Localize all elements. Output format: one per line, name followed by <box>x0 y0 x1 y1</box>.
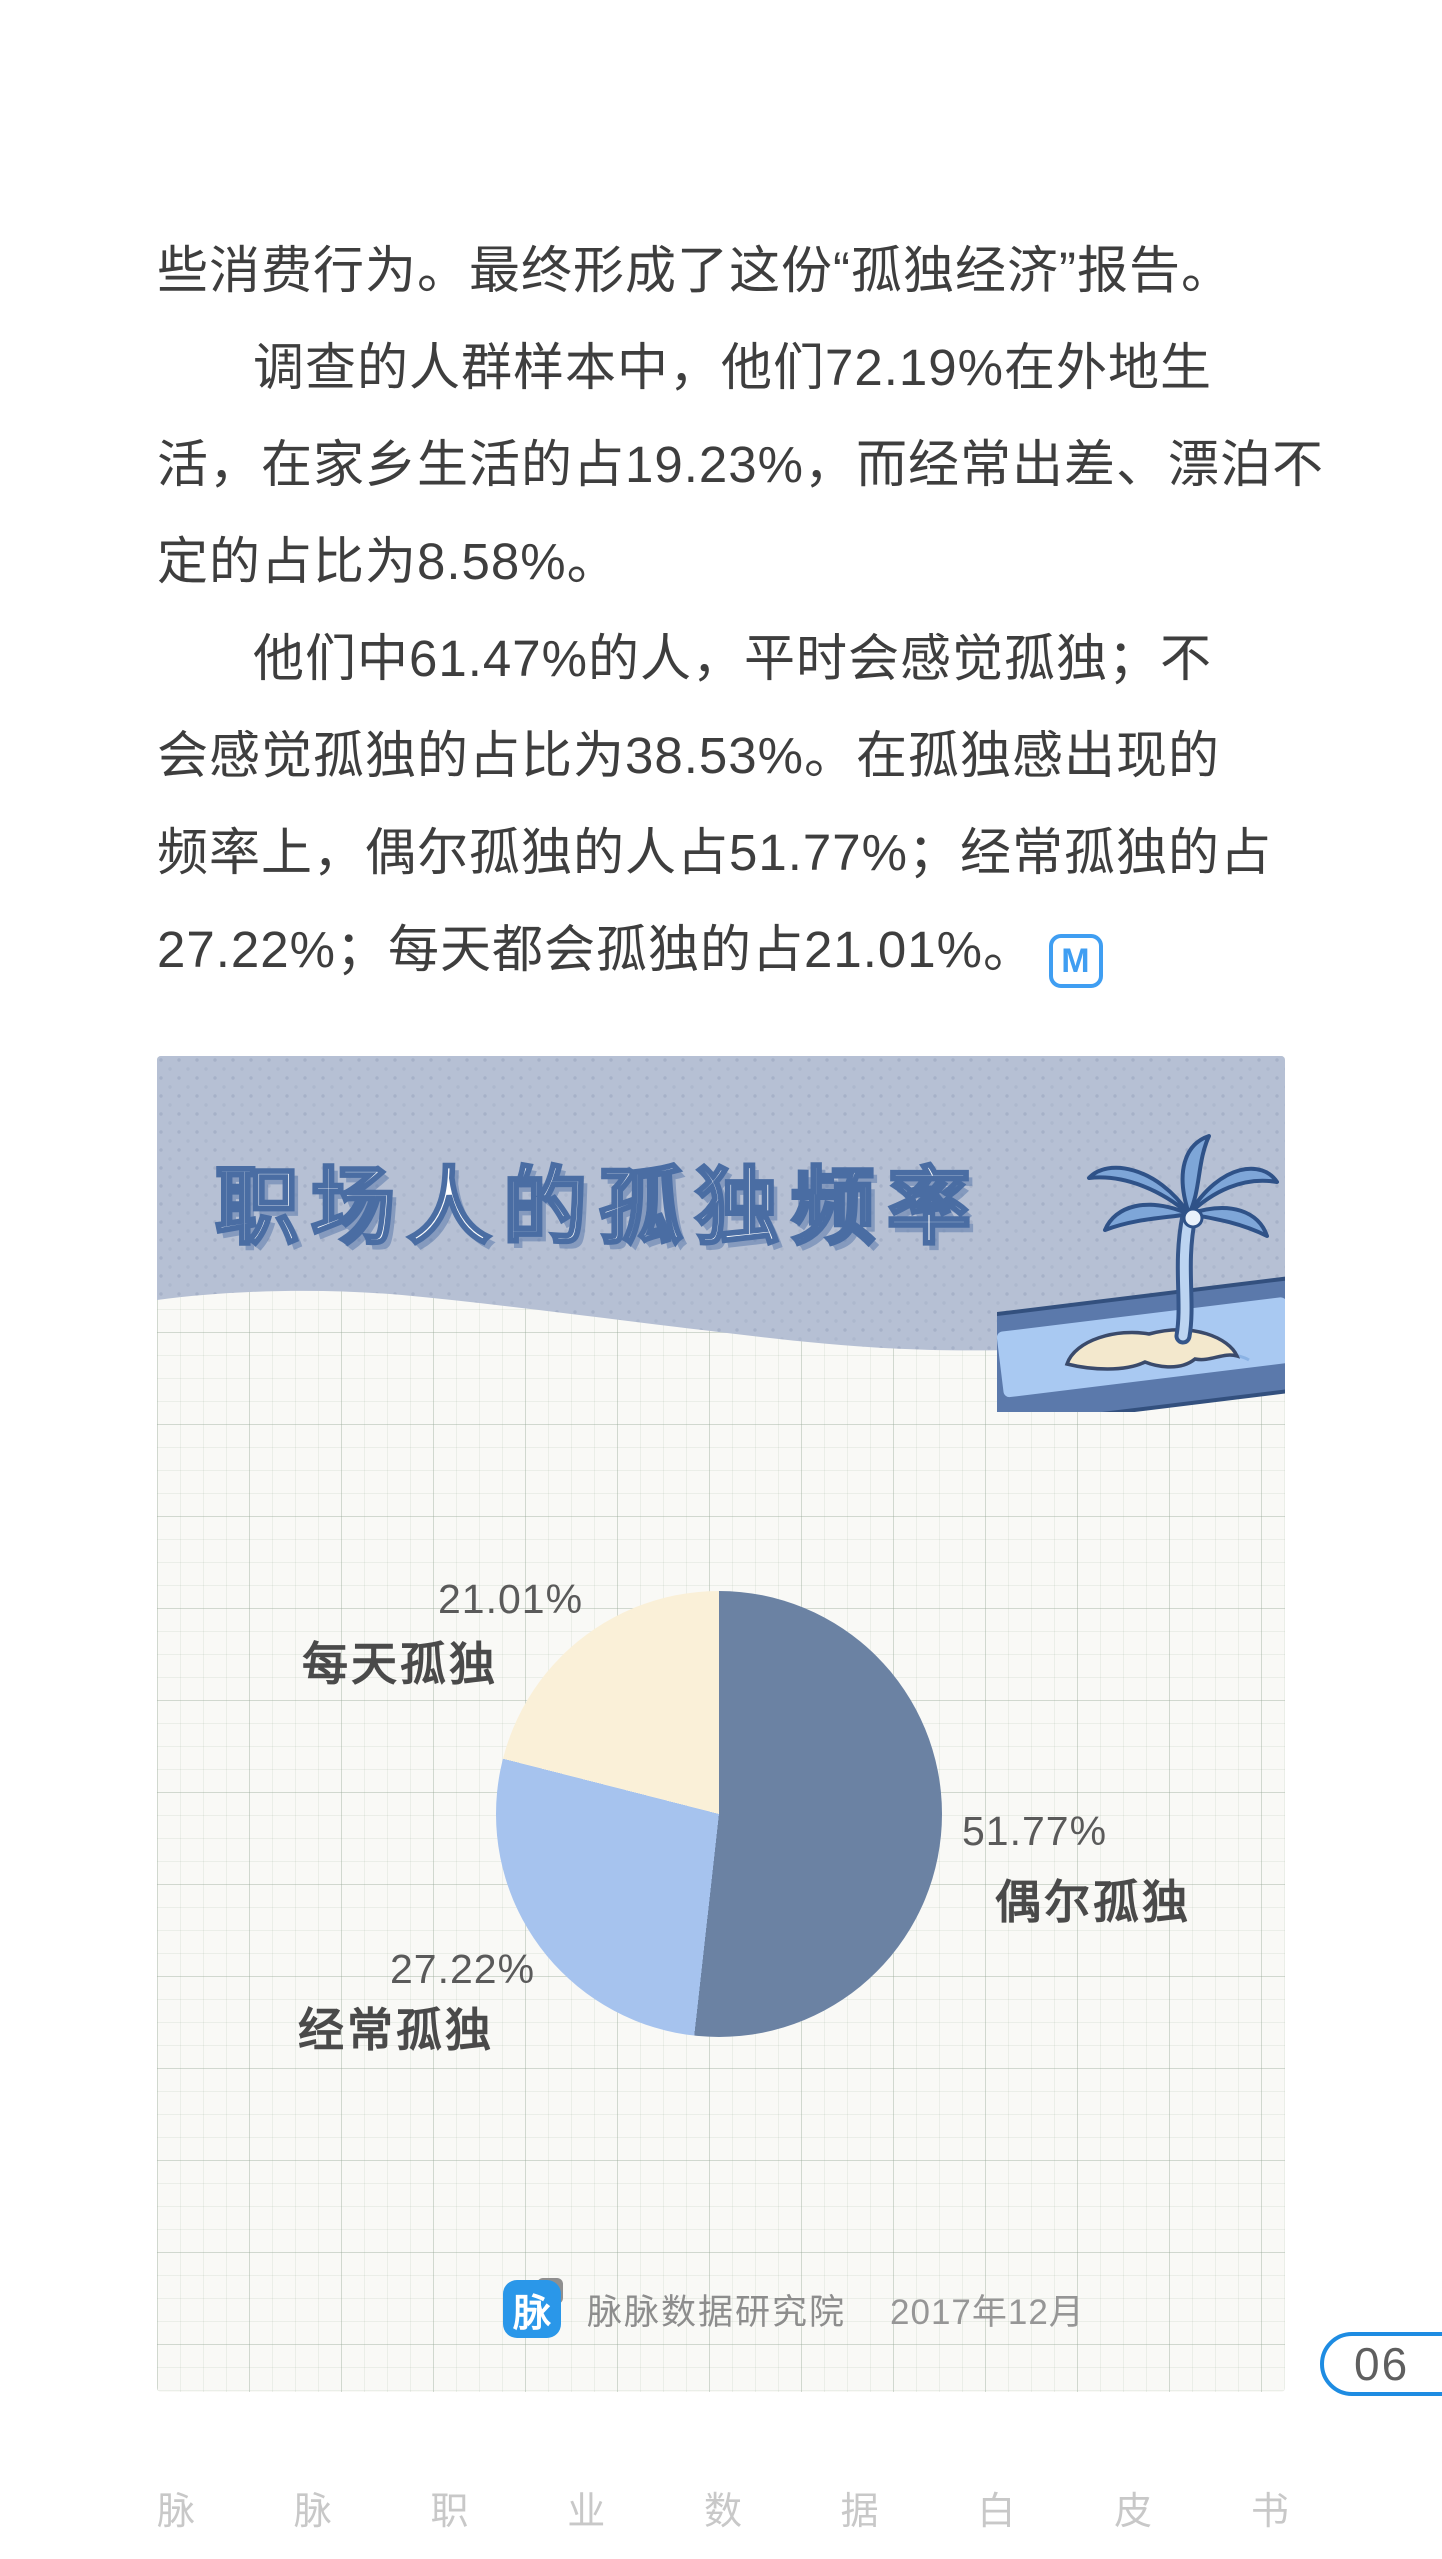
footer-char: 数 <box>703 2491 742 2533</box>
article-line: 定的占比为8.58%。 <box>157 533 619 590</box>
article-text: 些消费行为。最终形成了这份“孤独经济”报告。 调查的人群样本中，他们72.19%… <box>157 222 1324 998</box>
pie-value-often: 27.22% <box>390 1946 536 1992</box>
infographic-title: 职场人的孤独频率 <box>213 1159 984 1256</box>
footer-char: 据 <box>840 2491 879 2533</box>
footer-char: 皮 <box>1114 2491 1153 2533</box>
infographic-card: 职场人的孤独频率 21.01% 每天孤独 51.77% 偶尔孤独 27.22% … <box>157 1056 1285 2392</box>
logo-tile: 脉 <box>503 2280 561 2338</box>
article-line-text: 27.22%；每天都会孤独的占21.01%。 <box>157 921 1035 978</box>
footer-char: 业 <box>567 2491 606 2533</box>
pie-value-occasional: 51.77% <box>962 1808 1108 1854</box>
article-line: 27.22%；每天都会孤独的占21.01%。 M <box>157 901 1287 998</box>
footer-char: 脉 <box>157 2491 196 2533</box>
infographic-header-background <box>157 1056 1285 1351</box>
footer-char: 脉 <box>293 2491 332 2533</box>
article-line: 会感觉孤独的占比为38.53%。在孤独感出现的 <box>157 727 1220 784</box>
pie-chart <box>496 1591 942 2037</box>
article-line: 些消费行为。最终形成了这份“孤独经济”报告。 <box>157 242 1233 299</box>
footer-char: 白 <box>977 2491 1016 2533</box>
pie-label-daily: 每天孤独 <box>302 1638 498 1690</box>
maimai-icon[interactable]: M <box>1048 934 1103 988</box>
pie-label-often: 经常孤独 <box>298 2004 494 2056</box>
source-row: 脉 脉脉数据研究院 2017年12月 <box>503 2278 1085 2338</box>
source-date: 2017年12月 <box>890 2292 1085 2332</box>
article-line: 活，在家乡生活的占19.23%，而经常出差、漂泊不 <box>157 436 1324 493</box>
document-footer: 脉 脉 职 业 数 据 白 皮 书 <box>157 2480 1289 2535</box>
article-line: 调查的人群样本中，他们72.19%在外地生 <box>253 339 1212 396</box>
source-name: 脉脉数据研究院 <box>587 2292 847 2332</box>
pie-value-daily: 21.01% <box>438 1576 584 1622</box>
footer-char: 职 <box>430 2491 469 2533</box>
page-number: 06 <box>1354 2338 1410 2390</box>
article-line: 他们中61.47%的人，平时会感觉孤独；不 <box>253 630 1212 687</box>
pie-label-occasional: 偶尔孤独 <box>995 1876 1191 1928</box>
maimai-logo: 脉 <box>503 2278 563 2338</box>
footer-char: 书 <box>1250 2491 1289 2533</box>
page-number-badge: 06 <box>1320 2332 1442 2396</box>
palm-island-phone-illustration <box>997 1134 1285 1412</box>
article-line: 频率上，偶尔孤独的人占51.77%；经常孤独的占 <box>157 824 1272 881</box>
